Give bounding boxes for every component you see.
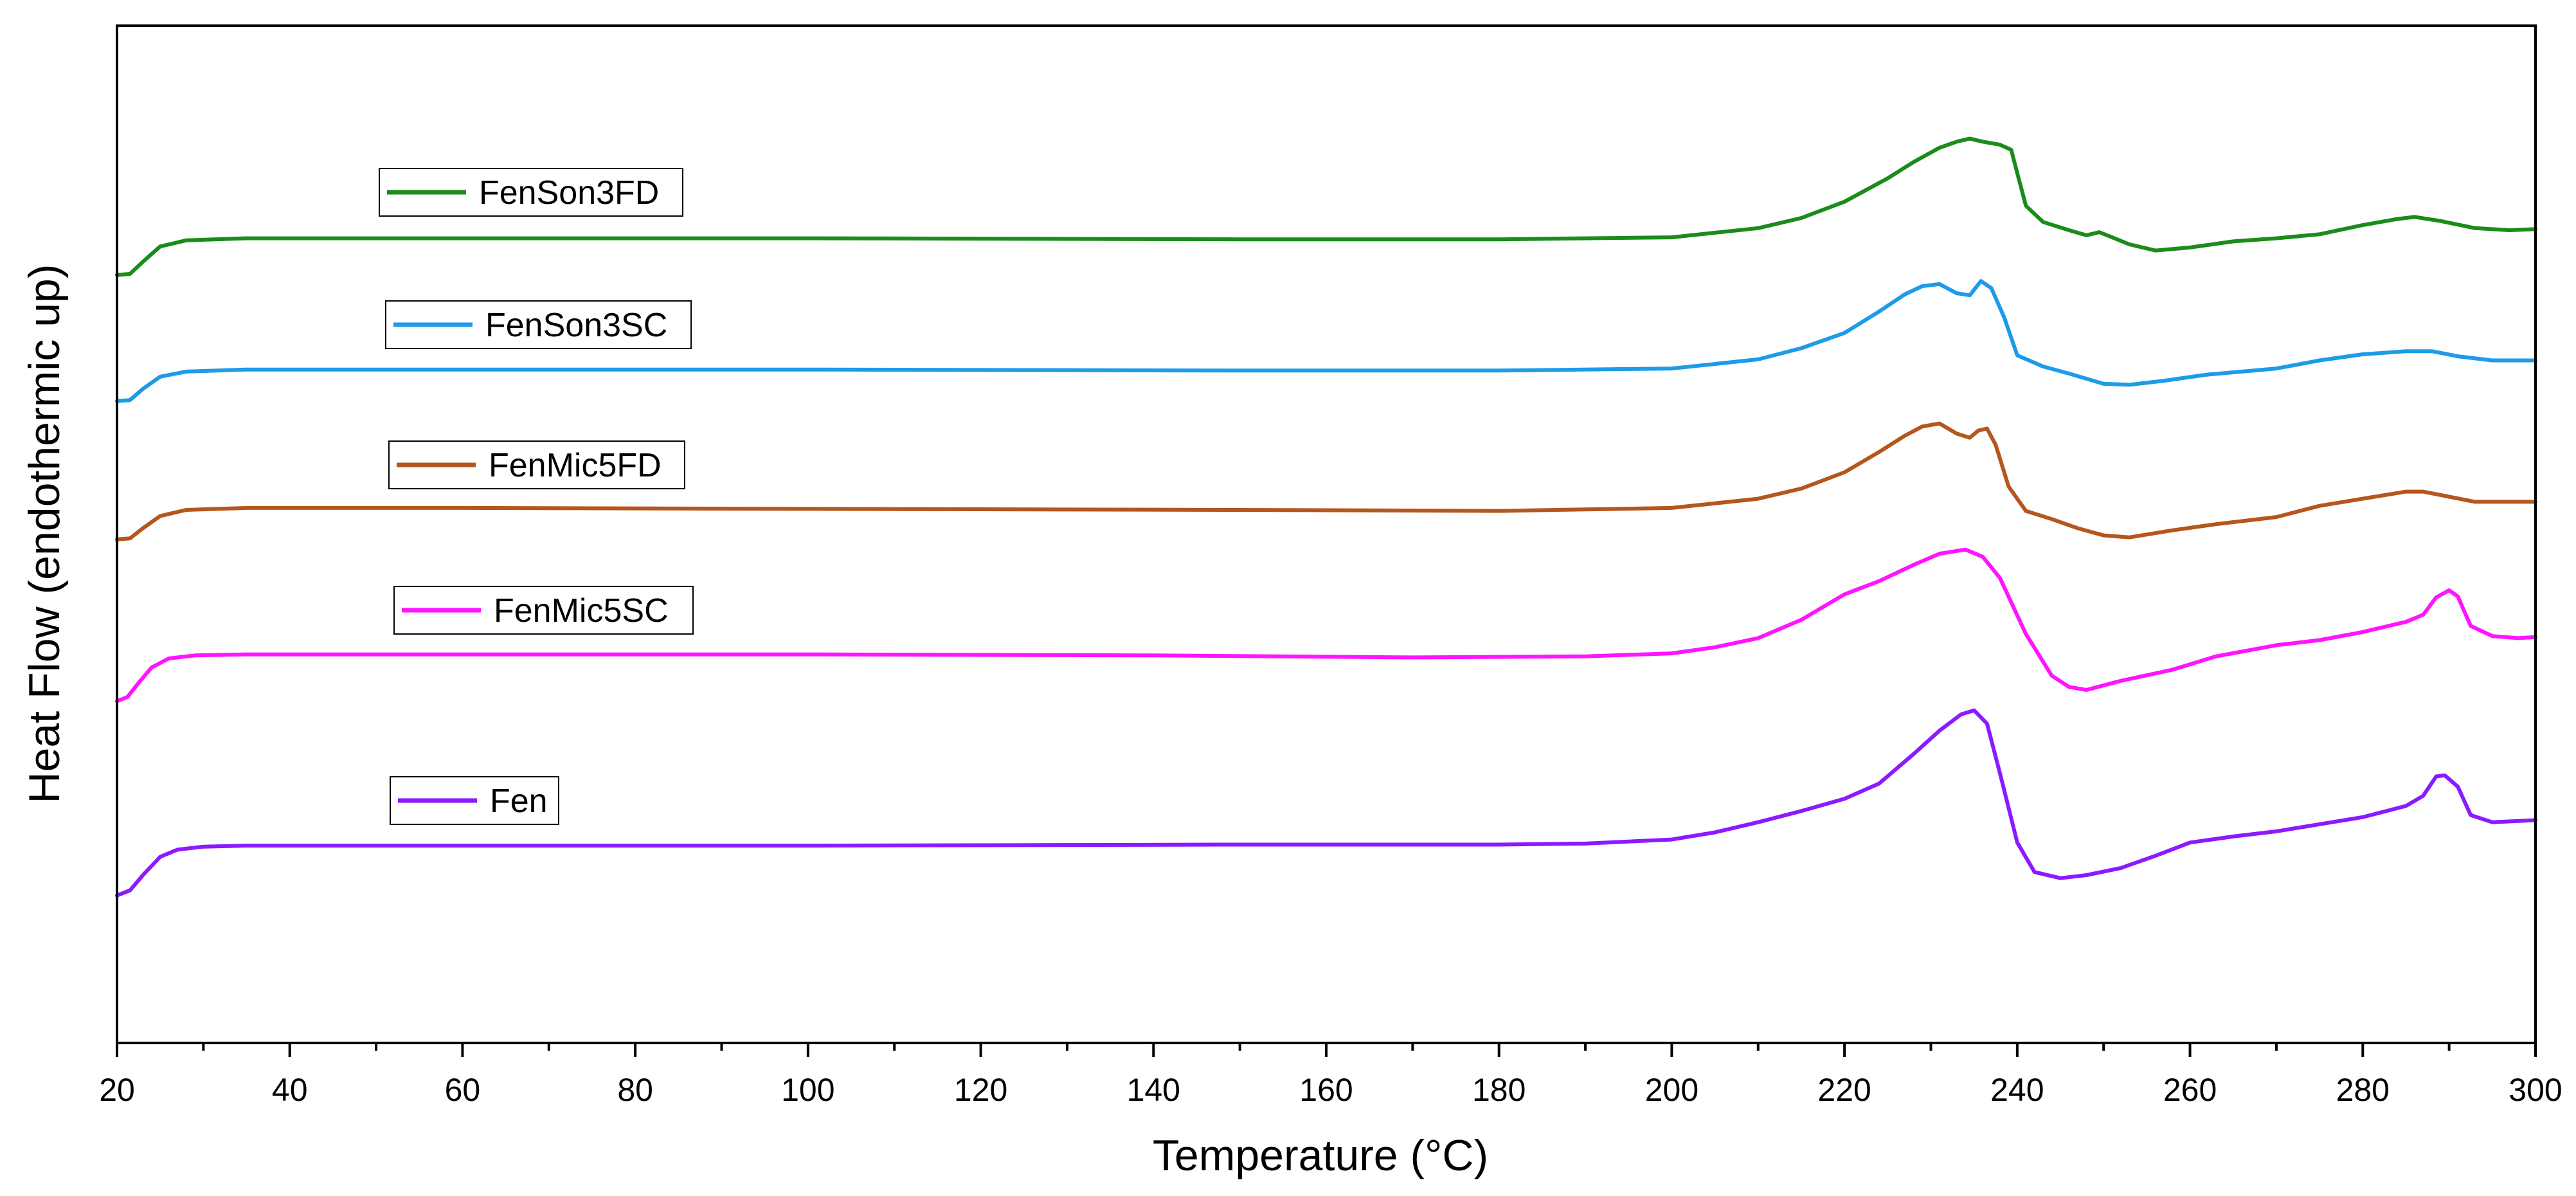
- legend: FenSon3FD FenSon3SC FenMic5FD FenMic5SC Fen: [379, 168, 694, 825]
- x-tick-label: 300: [2508, 1072, 2562, 1108]
- x-tick-label: 80: [617, 1072, 653, 1108]
- legend-label: FenMic5FD: [489, 447, 662, 484]
- legend-item-fenson3sc: FenSon3SC: [385, 300, 692, 349]
- legend-item-fen: Fen: [390, 776, 559, 825]
- x-tick-label: 280: [2336, 1072, 2390, 1108]
- legend-label: FenSon3FD: [479, 174, 659, 212]
- plot-lines: [115, 136, 2537, 898]
- x-axis-tick-labels: 20 40 60 80 100 120 140 160 180 200 220 240 260 280 30…: [99, 1072, 2562, 1108]
- x-axis-ticks: [116, 1043, 2537, 1057]
- series-line-fenmic5sc: [115, 547, 2537, 703]
- x-tick-label: 160: [1299, 1072, 1353, 1108]
- series-line-fenson3fd: [115, 136, 2537, 277]
- legend-label: Fen: [490, 783, 548, 820]
- x-axis-title: Temperature (°C): [1153, 1131, 1488, 1180]
- x-tick-label: 100: [781, 1072, 834, 1108]
- x-tick-label: 20: [99, 1072, 135, 1108]
- x-tick-label: 120: [954, 1072, 1007, 1108]
- legend-label: FenSon3SC: [485, 307, 667, 344]
- legend-item-fenmic5sc: FenMic5SC: [393, 586, 694, 635]
- x-tick-label: 200: [1645, 1072, 1698, 1108]
- y-axis-title: Heat Flow (endothermic up): [20, 264, 69, 803]
- x-tick-label: 260: [2163, 1072, 2217, 1108]
- legend-item-fenson3fd: FenSon3FD: [379, 168, 683, 217]
- x-tick-label: 40: [272, 1072, 308, 1108]
- series-line-fen: [115, 708, 2537, 898]
- x-tick-label: 60: [445, 1072, 481, 1108]
- x-tick-label: 240: [1990, 1072, 2044, 1108]
- legend-label: FenMic5SC: [494, 592, 669, 630]
- x-tick-label: 140: [1127, 1072, 1180, 1108]
- series-line-fenmic5fd: [115, 421, 2537, 541]
- legend-item-fenmic5fd: FenMic5FD: [388, 440, 685, 489]
- series-line-fenson3sc: [115, 279, 2537, 403]
- x-tick-label: 180: [1472, 1072, 1526, 1108]
- x-tick-label: 220: [1817, 1072, 1871, 1108]
